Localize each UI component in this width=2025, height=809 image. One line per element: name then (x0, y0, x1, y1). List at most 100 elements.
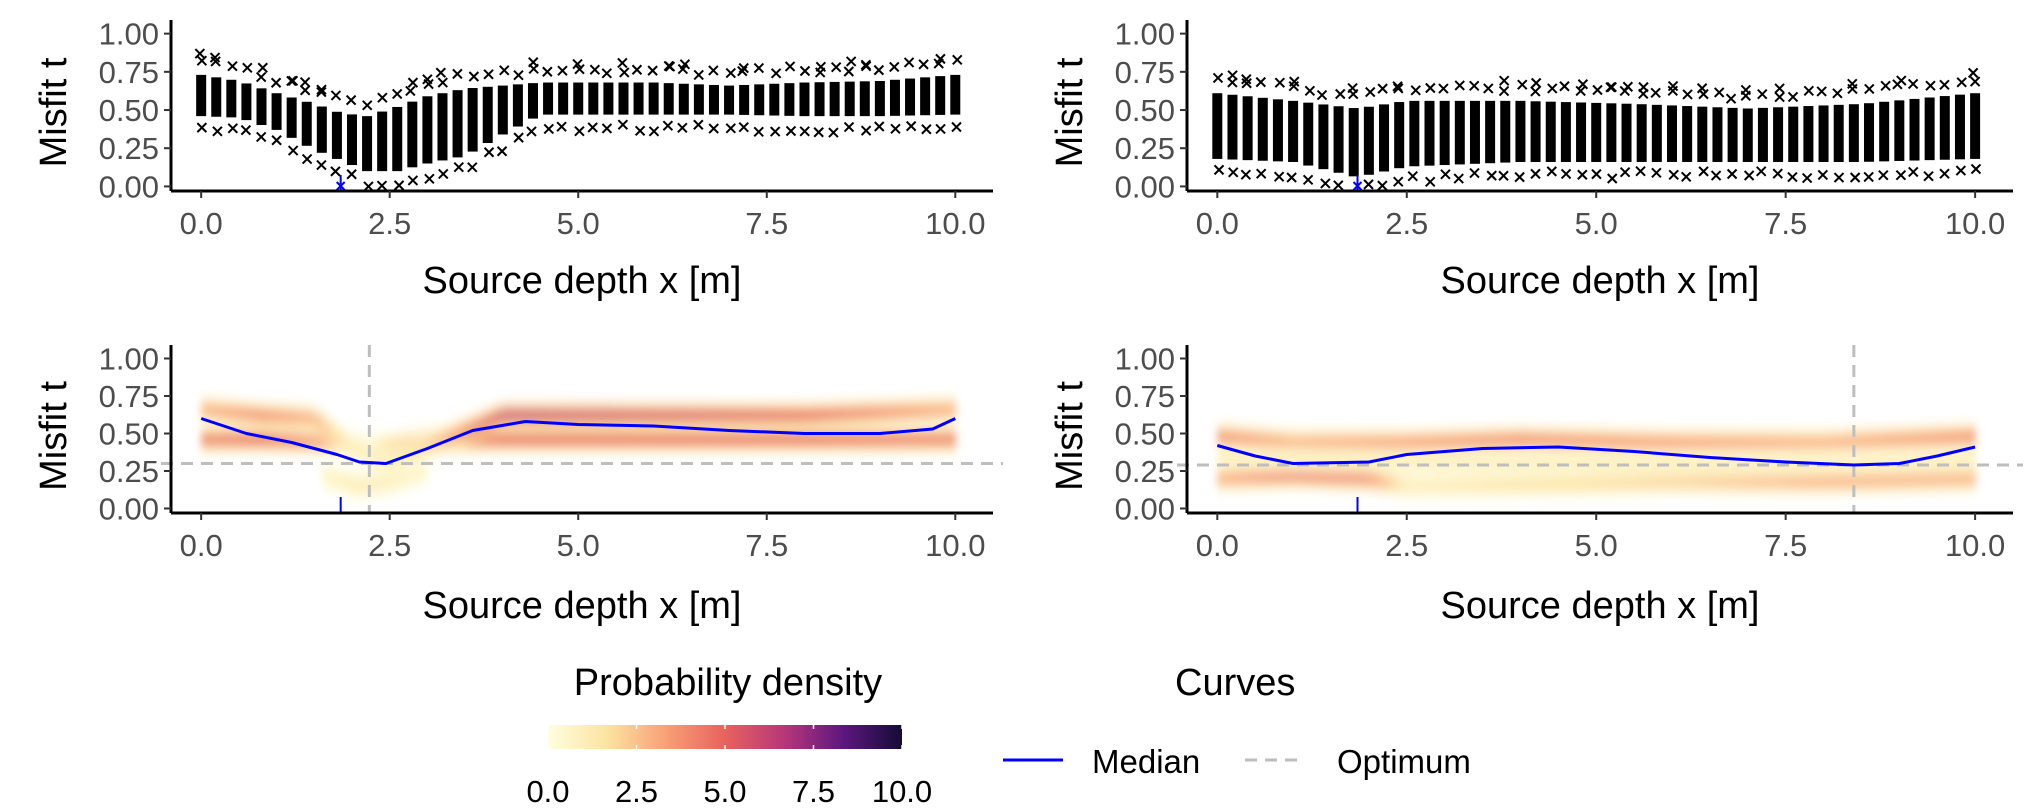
cross-marker (437, 77, 448, 88)
density-cell (446, 430, 457, 442)
median-curve (200, 417, 956, 465)
density-cell (1274, 470, 1285, 482)
y-axis-title: Misfit t (33, 381, 75, 491)
density-cell (1245, 471, 1257, 483)
x-tick-label: 0.0 (180, 206, 223, 241)
density-cell (348, 477, 351, 489)
density-cell (1444, 480, 1455, 491)
cross-marker (572, 58, 583, 70)
cross-marker (769, 126, 781, 137)
density-cell (1416, 456, 1427, 467)
optimum-legend-label: Optimum (1337, 743, 1471, 780)
y-tick-label: 0.50 (1115, 93, 1175, 128)
marker-column (799, 82, 810, 117)
density-cell (606, 410, 617, 421)
density-cell (370, 452, 382, 464)
density-cell (1340, 437, 1351, 448)
density-cell (1795, 476, 1806, 487)
cross-marker (1560, 168, 1572, 180)
density-cell (1312, 437, 1323, 448)
cross-marker (1925, 80, 1936, 91)
density-cell (336, 474, 339, 485)
cross-marker (499, 65, 510, 76)
cross-marker (212, 126, 223, 137)
density-cell (766, 434, 777, 445)
density-cell (1406, 456, 1418, 467)
marker-column (1288, 100, 1299, 162)
cross-marker (1228, 167, 1239, 178)
density-cell (417, 442, 429, 453)
marker-column (1591, 102, 1602, 162)
marker-column (754, 84, 765, 116)
cross-marker (1393, 176, 1404, 187)
density-cell (889, 434, 900, 445)
marker-column (1773, 107, 1784, 162)
density-cell (1510, 434, 1522, 445)
marker-column (1833, 104, 1844, 162)
x-tick-label: 7.5 (745, 206, 788, 241)
cross-marker (737, 65, 748, 77)
density-cell (634, 434, 646, 445)
density-cell (407, 471, 410, 482)
cross-marker (1410, 85, 1421, 96)
density-cell (1492, 434, 1503, 446)
cross-marker (574, 125, 585, 137)
density-cell (220, 406, 231, 418)
density-cell (402, 472, 405, 484)
density-cell (327, 471, 330, 483)
marker-column (874, 81, 885, 117)
density-cell (1340, 472, 1351, 483)
x-tick-label: 5.0 (1575, 206, 1618, 241)
density-cell (587, 434, 598, 445)
density-cell (1586, 458, 1598, 469)
marker-column (1379, 104, 1390, 172)
density-cell (210, 405, 221, 417)
density-cell (386, 476, 389, 488)
cross-marker (874, 121, 885, 132)
axes: 0.000.250.500.751.00 0.0 2.5 5.0 7.5 10.0 Sour… (33, 17, 993, 302)
density-cell (295, 435, 306, 447)
density-cell (1236, 472, 1247, 483)
density-cell (1501, 457, 1512, 469)
density-cell (804, 410, 815, 421)
cross-marker (1667, 80, 1679, 92)
density-cell (1510, 458, 1522, 469)
colorbar-tick-label: 2.5 (615, 774, 658, 809)
cross-marker (845, 56, 857, 67)
density-cell (357, 480, 360, 491)
scatter-markers (194, 48, 963, 192)
cross-marker (1469, 80, 1480, 91)
density-cell (408, 470, 412, 482)
cross-marker (210, 56, 221, 67)
density-cell (1397, 479, 1408, 491)
density-cell (908, 405, 919, 417)
density-cell (1473, 479, 1484, 491)
cross-marker (1605, 82, 1616, 93)
cross-marker (1832, 88, 1843, 99)
density-cell (1473, 457, 1484, 468)
marker-column (1606, 103, 1617, 162)
y-tick-label: 0.25 (1115, 454, 1175, 489)
y-tick-label: 0.50 (99, 93, 159, 128)
y-tick-label: 0.25 (99, 454, 159, 489)
cross-marker (1213, 164, 1225, 176)
density-cell (1719, 437, 1730, 448)
marker-column (1515, 100, 1526, 162)
cross-marker (648, 126, 660, 137)
scatter-markers (1212, 67, 1982, 191)
density-cell (1634, 436, 1645, 448)
cross-marker (422, 74, 433, 85)
density-cell (1492, 479, 1503, 491)
cross-marker (345, 94, 357, 106)
cross-marker (1638, 81, 1649, 93)
density-cell (1349, 437, 1361, 448)
cross-marker (753, 126, 764, 138)
density-cell (1842, 436, 1853, 447)
density-cell (286, 435, 297, 446)
density-cell (1454, 435, 1465, 447)
cross-marker (860, 125, 872, 136)
marker-column (663, 83, 674, 115)
density-cell (342, 476, 346, 487)
marker-column (1545, 101, 1556, 162)
marker-column (1864, 103, 1875, 162)
